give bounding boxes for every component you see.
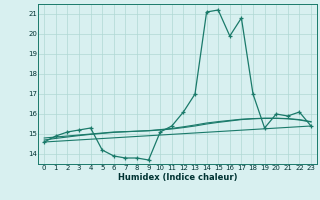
X-axis label: Humidex (Indice chaleur): Humidex (Indice chaleur) [118,173,237,182]
